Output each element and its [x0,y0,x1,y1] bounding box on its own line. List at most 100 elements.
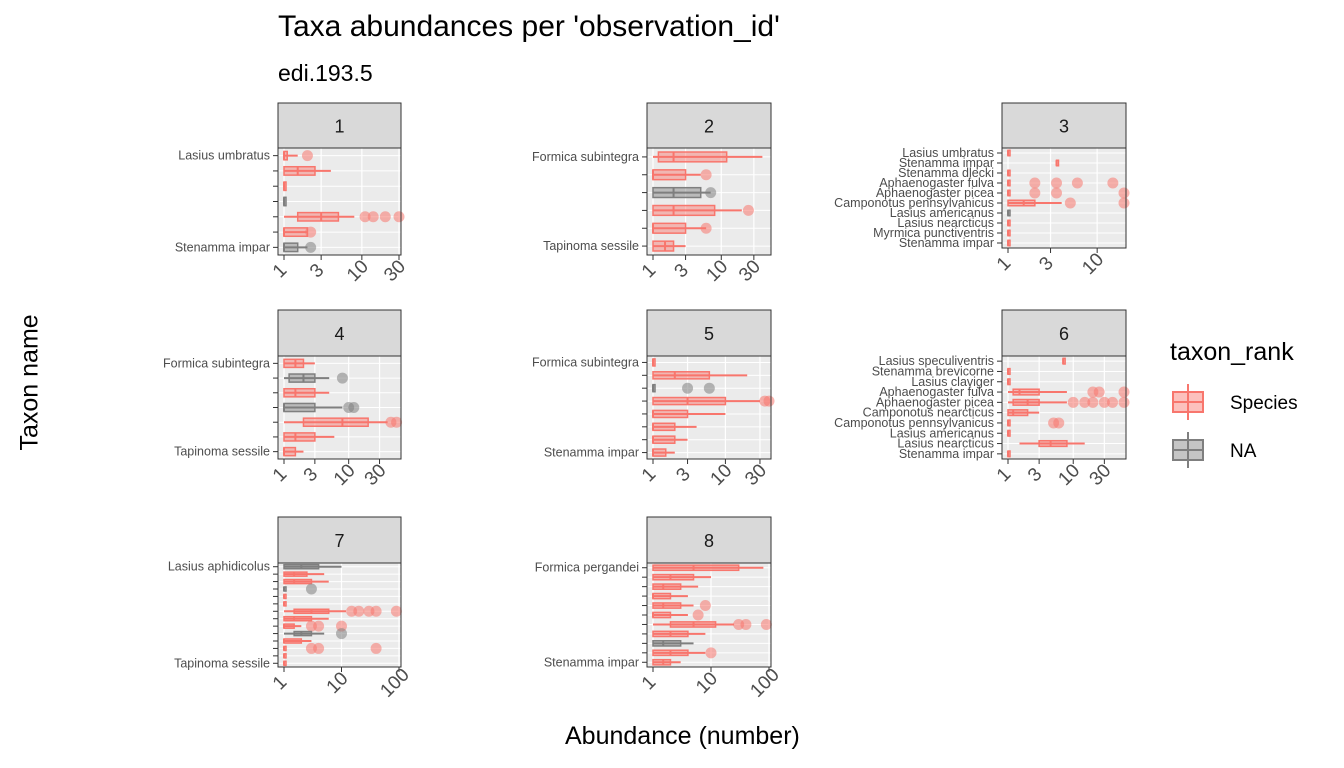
outlier-point [393,211,405,223]
box [283,615,313,622]
x-tick-label: 30 [361,460,391,490]
outlier-point [391,416,403,428]
outlier-point [305,241,317,253]
y-tick-label: Lasius speculiventris [879,354,994,368]
y-tick-label: Lasius nearcticus [897,437,994,451]
panel-border [646,355,772,460]
box [652,222,687,234]
panel-border [277,562,402,668]
box [652,448,667,457]
box [283,165,316,176]
facet-7: 7 Lasius aphidicolus Tapinoma sessile 1 10 10… [168,516,414,702]
y-tick-label: Aphaenogaster picea [876,186,994,200]
x-tick-label: 10 [343,256,373,286]
y-tick-label: Formica subintegra [532,150,639,164]
x-tick-label: 3 [1024,464,1046,486]
x-tick-label: 100 [746,664,783,701]
box [302,417,369,428]
facet-strip-label: 2 [704,117,714,137]
facet-strip [277,309,402,357]
box [652,422,676,432]
x-tick-label: 10 [707,460,737,490]
box [283,242,299,253]
y-tick-label: Aphaenogaster picea [876,395,994,409]
box [652,573,695,581]
x-tick-label: 100 [376,664,413,701]
y-tick-label: Tapinoma sessile [174,445,270,459]
box [652,371,711,380]
y-tick-label: Stenamma dlecki [898,166,994,180]
box [293,630,313,637]
x-tick-label: 1 [269,464,291,486]
x-tick-label: 10 [1078,249,1108,279]
y-tick-label: Formica subintegra [163,356,270,370]
panel-background [278,563,401,667]
y-tick-label: Lasius americanus [890,206,994,220]
facet-strip-label: 4 [334,324,344,344]
outlier-point [705,187,717,199]
x-tick-label: 1 [993,464,1015,486]
box [652,204,716,217]
box [1007,199,1036,207]
panel-border [277,147,402,256]
outlier-point [1093,386,1105,398]
box [652,583,682,590]
outlier-point [336,372,348,384]
outlier-point [742,204,754,216]
x-tick-label: 30 [1086,460,1116,490]
box [652,396,727,406]
facet-2: 2 Formica subintegra Tapinoma sessile 1 3 10 3… [532,102,772,286]
facet-strip-label: 7 [334,531,344,551]
chart-title: Taxa abundances per 'observation_id' [278,10,780,43]
facet-8: 8 Formica pergandei Stenamma impar 1 10 100 [535,516,784,702]
box [1012,388,1040,396]
y-tick-label: Lasius umbratus [902,146,994,160]
box [652,611,672,619]
outlier-point [699,600,711,612]
outlier-point [1098,396,1110,408]
box [288,373,316,383]
box [283,387,316,398]
y-tick-label: Stenamma impar [899,156,994,170]
outlier-point [1064,197,1076,209]
y-tick-label: Tapinoma sessile [543,239,639,253]
y-tick-label: Stenamma impar [544,655,639,669]
y-tick-label: Lasius claviger [911,375,994,389]
outlier-point [313,642,325,654]
box [283,432,316,442]
y-tick-label: Aphaenogaster fulva [879,176,994,190]
y-tick-label: Aphaenogaster fulva [879,385,994,399]
legend-label-species: Species [1230,393,1298,414]
outlier-point [1079,396,1091,408]
y-tick-label: Stenamma impar [899,236,994,250]
y-tick-label: Lasius americanus [890,426,994,440]
outlier-point [336,628,347,640]
box [283,358,305,369]
panel-border [646,562,772,668]
y-tick-label: Camponotus nearcticus [863,406,994,420]
y-tick-label: Lasius aphidicolus [168,560,270,574]
outlier-point [301,150,313,162]
outlier-point [692,609,704,621]
outlier-point [1051,177,1063,189]
outlier-point [1067,396,1079,408]
box [1038,439,1068,448]
facet-strip-label: 6 [1059,324,1069,344]
y-tick-label: Tapinoma sessile [174,656,270,670]
outlier-point [760,618,772,630]
panel-border [646,147,772,256]
outlier-point [703,382,715,394]
legend-title: taxon_rank [1170,338,1294,366]
y-tick-label: Formica pergandei [535,561,639,575]
facet-strip [1001,102,1127,149]
outlier-point [1107,396,1119,408]
facet-strip [646,102,772,149]
chart-subtitle: edi.193.5 [278,60,373,86]
box [652,186,702,199]
panel-border [277,355,402,460]
outlier-point [353,605,365,617]
outlier-point [1118,187,1130,199]
facet-strip [646,309,772,357]
x-tick-label: 30 [735,256,765,286]
